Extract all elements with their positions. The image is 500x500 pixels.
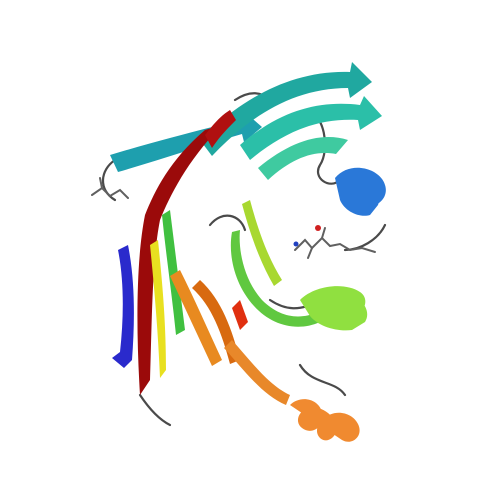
red-accents: [232, 225, 321, 330]
strand-blue: [112, 245, 134, 368]
loop-center: [208, 214, 247, 232]
ligand-atom-blue: [293, 241, 299, 247]
lime-helix: [300, 286, 368, 331]
ligand-chain-right: [294, 236, 376, 253]
yellow-green-strands: [150, 200, 320, 378]
strand-orange-2: [192, 280, 240, 364]
strand-orange-3: [224, 340, 290, 405]
strand-red-accent: [232, 300, 248, 330]
strand-lime: [242, 200, 282, 286]
ligand-branch-2: [321, 227, 326, 239]
strand-orange-1: [170, 270, 222, 366]
ligand-chain-left: [91, 186, 129, 199]
helix-lime: [300, 286, 368, 331]
blue-strand: [112, 245, 134, 368]
red-strands: [137, 110, 236, 395]
loop-bottom-right: [298, 363, 347, 397]
loop-left: [101, 158, 117, 202]
ligand-branch-3: [99, 177, 103, 189]
strand-green: [162, 210, 185, 335]
strand-dark-red: [137, 125, 222, 395]
strand-green-curve: [230, 230, 320, 327]
loop-bottom-left: [138, 393, 172, 427]
ligand-sticks: [91, 177, 376, 259]
orange-elements: [170, 270, 360, 442]
ligand-atom-red: [315, 225, 321, 231]
helix-orange: [290, 399, 360, 442]
strand-dark-red-tip: [205, 110, 236, 148]
helix-blue: [335, 167, 386, 216]
ligand-branch-1: [307, 247, 313, 259]
strand-yellow: [150, 240, 166, 378]
blue-helix: [335, 167, 386, 216]
strand-teal-2: [200, 62, 372, 156]
strand-teal-4: [258, 137, 348, 180]
strand-teal-3: [240, 96, 382, 160]
